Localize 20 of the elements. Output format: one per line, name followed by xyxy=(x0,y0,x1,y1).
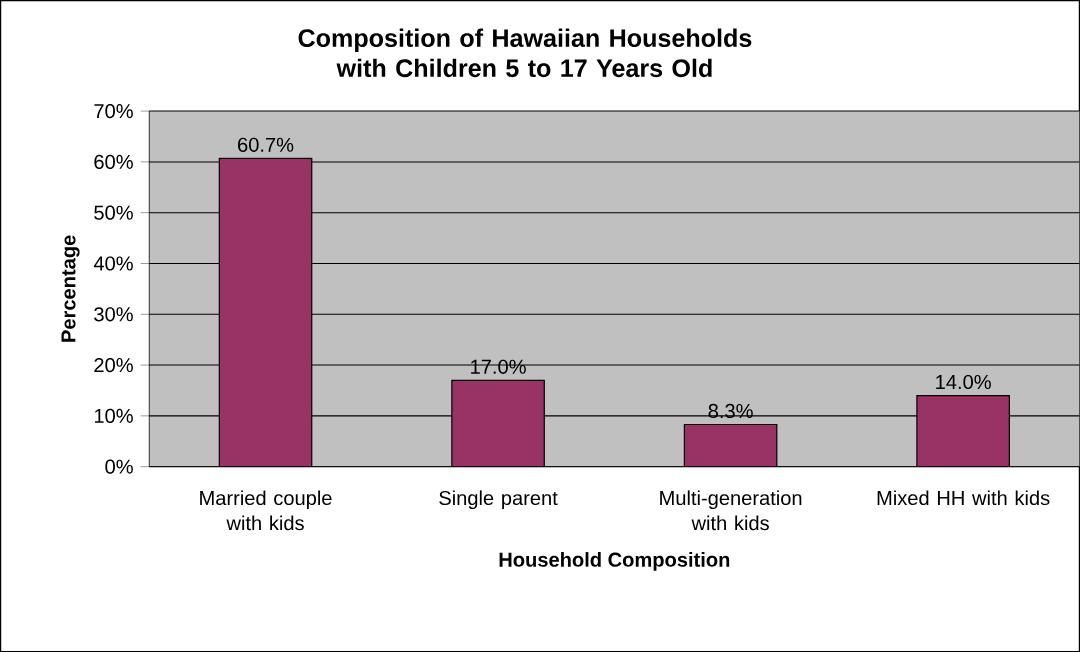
x-tick-label: Married couple with kids xyxy=(200,490,332,531)
y-tick-label: 60% xyxy=(94,154,133,169)
data-label: 8.3% xyxy=(708,403,753,419)
x-tick-label: Single parent xyxy=(439,490,558,510)
y-tick-label: 40% xyxy=(93,256,133,271)
y-tick-label: 20% xyxy=(94,357,133,373)
y-tick-label: 10% xyxy=(94,408,133,423)
y-tick-label: 30% xyxy=(94,307,133,322)
y-tick-label: 70% xyxy=(94,103,133,119)
data-label: 17.0% xyxy=(471,359,526,374)
bar xyxy=(683,423,778,467)
x-tick-label: Multi-generation with kids xyxy=(660,490,802,531)
y-tick-label: 0% xyxy=(105,459,133,474)
chart-title: Composition of Hawaiian Households with Children 5 to 17 Years Old xyxy=(298,28,752,78)
x-tick-label: Mixed HH with kids xyxy=(877,490,1050,506)
data-label: 60.7% xyxy=(238,137,294,152)
data-label: 14.0% xyxy=(936,374,991,390)
y-tick-label: 50% xyxy=(94,205,133,220)
y-axis-title: Percentage xyxy=(61,235,80,342)
x-axis-title: Household Composition xyxy=(499,552,730,571)
